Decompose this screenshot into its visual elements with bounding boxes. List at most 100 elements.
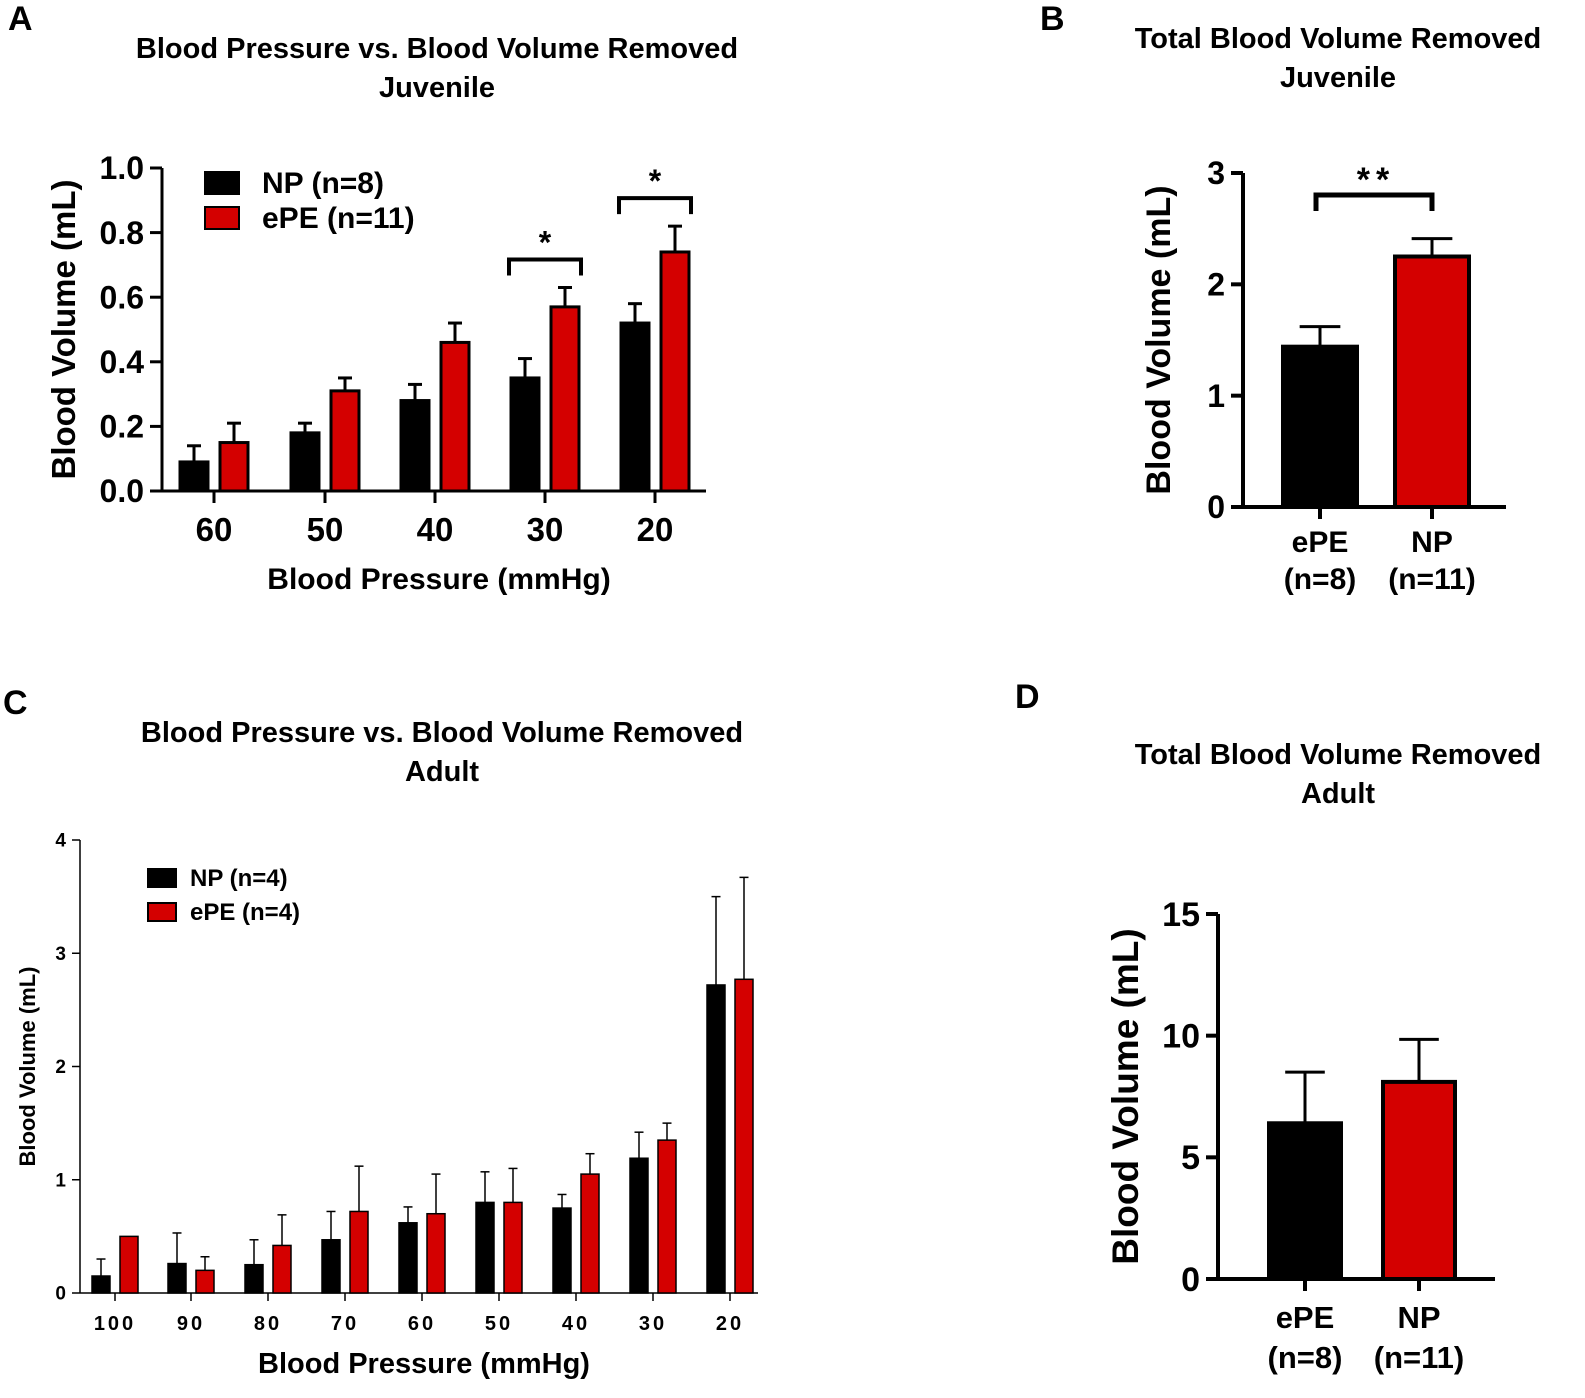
y-tick-label: 0.2 <box>100 409 144 445</box>
significance-label: * <box>539 225 552 261</box>
y-tick-label: 3 <box>1207 155 1225 191</box>
y-tick-label: 0 <box>1207 489 1225 525</box>
x-tick-label: 40 <box>417 511 454 548</box>
bar-epe-60 <box>218 441 250 493</box>
x-tick-label: 60 <box>196 511 233 548</box>
bar-np-50 <box>475 1201 495 1294</box>
y-tick-label: 1 <box>55 1170 66 1191</box>
bar-epe <box>1267 1121 1343 1282</box>
bar-np-60 <box>398 1222 418 1294</box>
significance-bracket <box>617 196 693 215</box>
bar-np-30 <box>509 376 541 493</box>
y-tick-label: 3 <box>55 944 66 965</box>
bar-np-100 <box>91 1275 111 1294</box>
bar-epe-20 <box>734 978 754 1294</box>
bar-np <box>1381 1079 1457 1282</box>
legend-swatch-epe <box>204 206 240 230</box>
bar-epe-30 <box>549 305 581 493</box>
bar-np <box>1393 254 1471 509</box>
chart-title-line-1: Total Blood Volume Removed <box>1135 739 1542 771</box>
bar-epe <box>1281 344 1359 509</box>
y-tick-label: 0.4 <box>100 344 145 380</box>
x-category-label-line-2: (n=8) <box>1284 563 1357 596</box>
bar-epe-80 <box>272 1244 292 1294</box>
bar-np-20 <box>706 984 726 1294</box>
legend-label-epe: ePE (n=11) <box>262 202 415 235</box>
x-tick-label: 100 <box>94 1313 136 1335</box>
bar-epe-60 <box>426 1212 446 1294</box>
bar-np-90 <box>167 1262 187 1294</box>
y-tick-label: 10 <box>1162 1018 1200 1056</box>
significance-bracket <box>1313 192 1435 211</box>
x-tick-label: 50 <box>307 511 344 548</box>
chart-title-line-1: Blood Pressure vs. Blood Volume Removed <box>136 33 738 65</box>
significance-label: * <box>649 163 662 199</box>
y-tick-label: 1 <box>1207 378 1225 414</box>
x-category-label-line-1: ePE <box>1292 526 1349 559</box>
x-category-label-line-1: NP <box>1397 1300 1440 1335</box>
legend-swatch-np <box>147 868 177 888</box>
y-tick-label: 2 <box>1207 267 1225 303</box>
x-tick-label: 60 <box>408 1313 436 1335</box>
bar-epe-40 <box>580 1173 600 1294</box>
y-tick-label: 0.6 <box>100 279 144 315</box>
x-tick-label: 30 <box>639 1313 667 1335</box>
chart-title-line-1: Blood Pressure vs. Blood Volume Removed <box>141 717 743 749</box>
x-tick-label: 80 <box>254 1313 282 1335</box>
bar-np-50 <box>289 431 321 493</box>
bar-epe-20 <box>659 250 691 493</box>
x-category-label-line-2: (n=8) <box>1268 1340 1343 1375</box>
y-tick-label: 0 <box>1181 1261 1200 1299</box>
bar-np-20 <box>619 321 651 493</box>
x-axis-label: Blood Pressure (mmHg) <box>267 563 610 596</box>
x-category-label-line-1: ePE <box>1276 1300 1335 1335</box>
bar-np-70 <box>321 1239 341 1294</box>
chart-title-line-2: Juvenile <box>379 72 495 104</box>
y-tick-label: 5 <box>1181 1139 1200 1177</box>
panel-letter-c: C <box>3 684 28 722</box>
x-category-label-line-2: (n=11) <box>1374 1340 1464 1375</box>
y-axis-label: Blood Volume (mL) <box>15 966 40 1166</box>
panel-letter-d: D <box>1015 678 1040 716</box>
x-tick-label: 20 <box>716 1313 744 1335</box>
bar-np-30 <box>629 1157 649 1294</box>
x-tick-label: 70 <box>331 1313 359 1335</box>
y-tick-label: 0 <box>55 1284 66 1305</box>
legend-label-epe: ePE (n=4) <box>190 899 300 926</box>
y-tick-label: 0.0 <box>100 473 144 509</box>
significance-bracket <box>507 257 583 276</box>
y-tick-label: 0.8 <box>100 215 144 251</box>
legend-label-np: NP (n=4) <box>190 865 288 892</box>
x-tick-label: 90 <box>177 1313 205 1335</box>
y-axis-label: Blood Volume (mL) <box>45 179 82 479</box>
y-tick-label: 15 <box>1162 896 1200 934</box>
panel-letter-b: B <box>1040 0 1065 38</box>
panel-letter-a: A <box>8 0 33 38</box>
bar-np-80 <box>244 1263 264 1294</box>
chart-title-line-2: Adult <box>1301 778 1375 810</box>
chart-title-line-1: Total Blood Volume Removed <box>1135 23 1542 55</box>
y-axis-label: Blood Volume (mL) <box>1105 928 1146 1264</box>
panel-a-juvenile-pressure-chart: A Blood Pressure vs. Blood Volume Removed… <box>8 0 738 596</box>
chart-title-line-2: Adult <box>405 756 479 788</box>
chart-title-line-2: Juvenile <box>1280 62 1396 94</box>
legend-label-np: NP (n=8) <box>262 167 384 200</box>
bar-np-40 <box>552 1207 572 1294</box>
x-axis-label: Blood Pressure (mmHg) <box>258 1348 590 1380</box>
x-category-label-line-2: (n=11) <box>1388 563 1476 596</box>
bar-np-60 <box>178 460 210 493</box>
x-tick-label: 40 <box>562 1313 590 1335</box>
x-category-label-line-1: NP <box>1411 526 1453 559</box>
y-axis-label: Blood Volume (mL) <box>1140 185 1178 494</box>
y-tick-label: 1.0 <box>100 150 144 186</box>
bar-epe-50 <box>503 1201 523 1294</box>
bar-epe-70 <box>349 1210 369 1294</box>
x-tick-label: 30 <box>527 511 564 548</box>
panel-b-juvenile-total-chart: B Total Blood Volume Removed Juvenile 0 1 2 3B… <box>1040 0 1541 596</box>
y-tick-label: 4 <box>55 831 66 852</box>
legend-swatch-epe <box>147 902 177 922</box>
bar-epe-90 <box>195 1269 215 1294</box>
significance-label: ** <box>1357 161 1395 199</box>
x-tick-label: 20 <box>637 511 674 548</box>
